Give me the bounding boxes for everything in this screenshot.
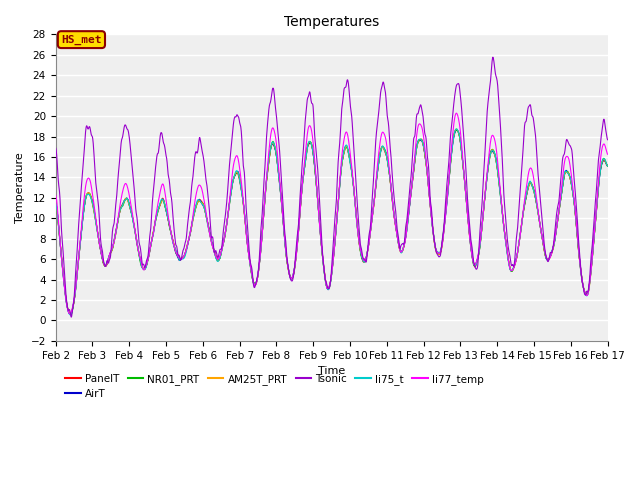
li77_temp bbox=[493, 147, 500, 153]
li75_t bbox=[571, 204, 579, 210]
NR01_PRT bbox=[556, 207, 563, 213]
AM25T_PRT bbox=[52, 200, 60, 206]
AirT bbox=[493, 158, 500, 164]
li77_temp bbox=[556, 205, 563, 211]
li75_t bbox=[556, 205, 563, 211]
AM25T_PRT bbox=[348, 168, 356, 174]
AirT bbox=[52, 200, 60, 206]
AirT bbox=[571, 204, 579, 210]
NR01_PRT bbox=[348, 169, 356, 175]
li75_t bbox=[452, 126, 460, 132]
AirT bbox=[67, 311, 74, 317]
AirT bbox=[556, 206, 563, 212]
AirT bbox=[206, 229, 214, 235]
Line: NR01_PRT: NR01_PRT bbox=[56, 130, 607, 315]
PanelT bbox=[571, 204, 579, 210]
NR01_PRT bbox=[493, 160, 500, 166]
NR01_PRT bbox=[360, 258, 367, 264]
Line: Tsonic: Tsonic bbox=[56, 57, 607, 317]
PanelT bbox=[52, 200, 60, 206]
li77_temp bbox=[571, 202, 579, 207]
NR01_PRT bbox=[52, 201, 60, 207]
Line: li75_t: li75_t bbox=[56, 129, 607, 315]
Tsonic bbox=[348, 114, 356, 120]
NR01_PRT bbox=[67, 312, 75, 318]
AirT bbox=[360, 259, 367, 264]
li77_temp bbox=[206, 232, 214, 238]
li77_temp bbox=[52, 192, 60, 198]
AM25T_PRT bbox=[571, 204, 579, 210]
Tsonic bbox=[206, 213, 214, 219]
li75_t bbox=[52, 200, 60, 206]
AM25T_PRT bbox=[604, 163, 611, 168]
X-axis label: Time: Time bbox=[318, 366, 345, 376]
li75_t bbox=[348, 169, 356, 175]
li75_t bbox=[493, 159, 500, 165]
Tsonic bbox=[556, 194, 563, 200]
li77_temp bbox=[66, 311, 74, 317]
PanelT bbox=[206, 230, 214, 236]
NR01_PRT bbox=[571, 204, 579, 209]
NR01_PRT bbox=[604, 163, 611, 169]
li75_t bbox=[360, 259, 367, 264]
NR01_PRT bbox=[452, 127, 460, 133]
AirT bbox=[604, 163, 611, 169]
Tsonic bbox=[360, 256, 367, 262]
AM25T_PRT bbox=[452, 126, 460, 132]
AM25T_PRT bbox=[360, 259, 367, 265]
PanelT bbox=[556, 206, 563, 212]
AM25T_PRT bbox=[493, 159, 500, 165]
AM25T_PRT bbox=[556, 206, 563, 212]
AM25T_PRT bbox=[206, 231, 214, 237]
Tsonic bbox=[604, 137, 611, 143]
NR01_PRT bbox=[206, 231, 214, 237]
AM25T_PRT bbox=[67, 311, 74, 316]
PanelT bbox=[604, 163, 611, 168]
AirT bbox=[348, 168, 356, 173]
PanelT bbox=[452, 127, 460, 133]
Tsonic bbox=[52, 145, 60, 151]
li77_temp bbox=[604, 151, 611, 157]
Y-axis label: Temperature: Temperature bbox=[15, 152, 25, 223]
Line: PanelT: PanelT bbox=[56, 130, 607, 314]
Tsonic bbox=[571, 182, 579, 188]
AirT bbox=[453, 127, 461, 133]
PanelT bbox=[360, 259, 367, 265]
Tsonic bbox=[489, 54, 497, 60]
li77_temp bbox=[452, 110, 460, 116]
Text: HS_met: HS_met bbox=[61, 35, 102, 45]
Tsonic bbox=[493, 74, 500, 80]
li77_temp bbox=[348, 164, 356, 169]
Line: li77_temp: li77_temp bbox=[56, 113, 607, 314]
PanelT bbox=[348, 168, 356, 174]
PanelT bbox=[67, 311, 74, 317]
PanelT bbox=[493, 160, 500, 166]
Line: AM25T_PRT: AM25T_PRT bbox=[56, 129, 607, 313]
Tsonic bbox=[67, 314, 75, 320]
Legend: PanelT, AirT, NR01_PRT, AM25T_PRT, Tsonic, li75_t, li77_temp: PanelT, AirT, NR01_PRT, AM25T_PRT, Tsoni… bbox=[61, 370, 488, 403]
li77_temp bbox=[360, 257, 367, 263]
Title: Temperatures: Temperatures bbox=[284, 15, 380, 29]
li75_t bbox=[67, 312, 74, 318]
Line: AirT: AirT bbox=[56, 130, 607, 314]
li75_t bbox=[604, 163, 611, 169]
li75_t bbox=[206, 231, 214, 237]
